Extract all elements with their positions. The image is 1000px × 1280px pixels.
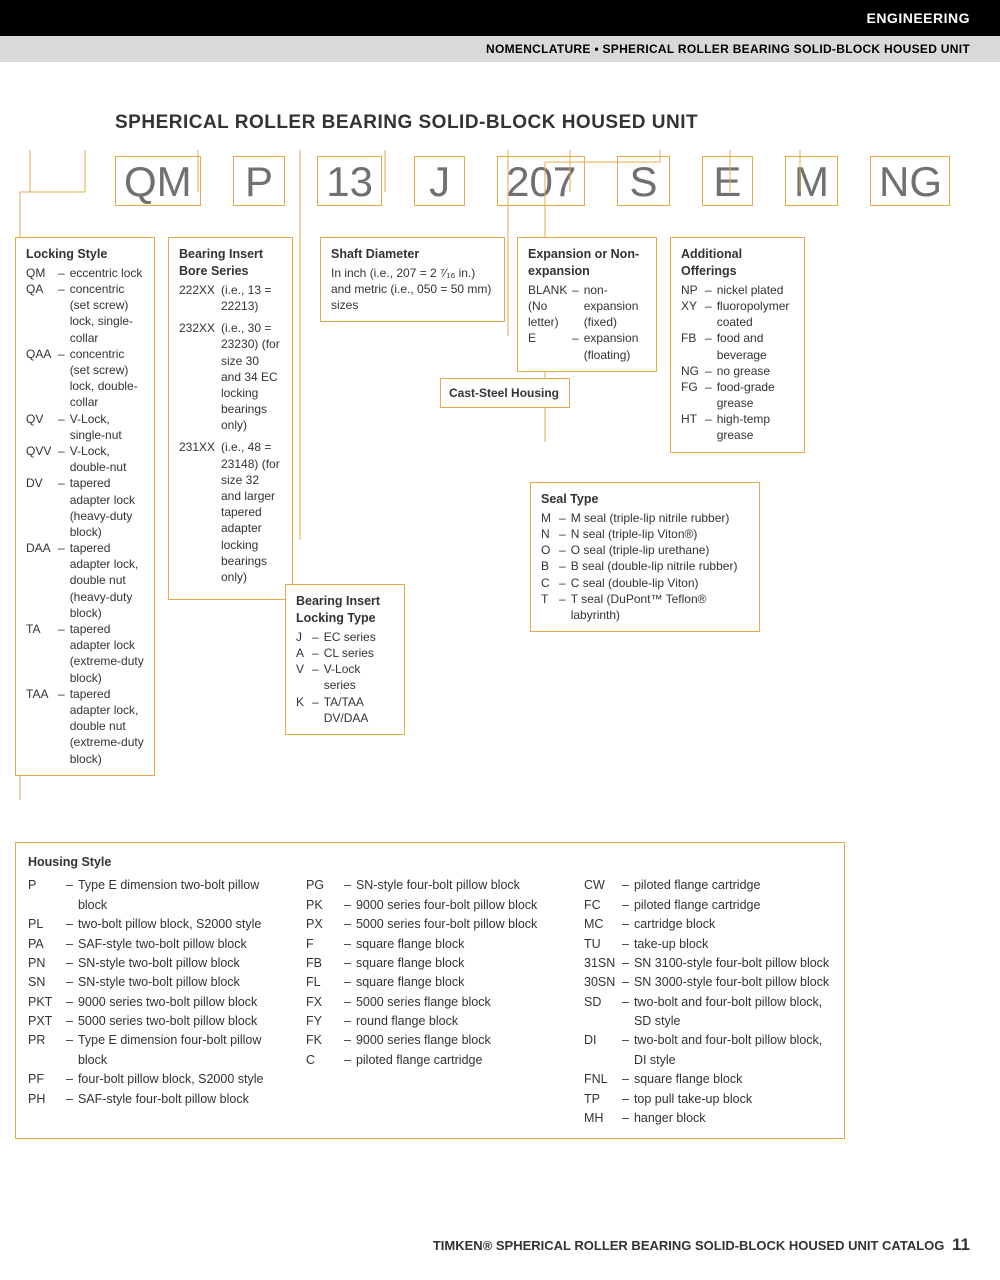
- kv-row: NG–no grease: [681, 363, 794, 379]
- housing-row: PN–SN-style two-bolt pillow block: [28, 954, 276, 973]
- housing-row: PR–Type E dimension four-bolt pillow blo…: [28, 1031, 276, 1070]
- locking-style-box: Locking Style QM–eccentric lockQA–concen…: [15, 237, 155, 776]
- kv-row: QM–eccentric lock: [26, 265, 144, 281]
- kv-row: TA–tapered adapter lock (extreme-duty bl…: [26, 621, 144, 686]
- kv-row: C–C seal (double-lip Viton): [541, 575, 749, 591]
- footer-page: 11: [952, 1235, 970, 1254]
- housing-row: PL–two-bolt pillow block, S2000 style: [28, 915, 276, 934]
- offerings-box: Additional Offerings NP–nickel platedXY–…: [670, 237, 805, 453]
- housing-row: FC–piloted flange cartridge: [584, 896, 832, 915]
- housing-row: FNL–square flange block: [584, 1070, 832, 1089]
- kv-row: QV–V-Lock, single-nut: [26, 411, 144, 443]
- kv-row: TAA–tapered adapter lock, double nut (ex…: [26, 686, 144, 767]
- footer-text: TIMKEN® SPHERICAL ROLLER BEARING SOLID-B…: [433, 1238, 945, 1253]
- kv-row: NP–nickel plated: [681, 282, 794, 298]
- housing-row: FX–5000 series flange block: [306, 993, 554, 1012]
- code-0: QM: [115, 156, 201, 206]
- housing-title: Housing Style: [28, 853, 832, 872]
- code-5: S: [617, 156, 670, 206]
- housing-row: 30SN–SN 3000-style four-bolt pillow bloc…: [584, 973, 832, 992]
- kv-row: HT–high-temp grease: [681, 411, 794, 443]
- housing-row: P–Type E dimension two-bolt pillow block: [28, 876, 276, 915]
- code-2: 13: [317, 156, 382, 206]
- kv-row: QA–concentric (set screw) lock, single-c…: [26, 281, 144, 346]
- kv-row: A–CL series: [296, 645, 394, 661]
- housing-row: PG–SN-style four-bolt pillow block: [306, 876, 554, 895]
- kv-row: 232XX(i.e., 30 = 23230) (for size 30 and…: [179, 320, 282, 433]
- housing-box: Housing Style P–Type E dimension two-bol…: [15, 842, 845, 1139]
- offerings-title: Additional Offerings: [681, 246, 794, 280]
- kv-row: M–M seal (triple-lip nitrile rubber): [541, 510, 749, 526]
- nomenclature-code: QM P 13 J 207 S E M NG: [115, 156, 950, 206]
- cast-steel-box: Cast-Steel Housing: [440, 378, 570, 408]
- housing-row: PK–9000 series four-bolt pillow block: [306, 896, 554, 915]
- shaft-desc: In inch (i.e., 207 = 2 ⁷⁄₁₆ in.) and met…: [331, 265, 494, 314]
- housing-row: FY–round flange block: [306, 1012, 554, 1031]
- kv-row: T–T seal (DuPont™ Teflon® labyrinth): [541, 591, 749, 623]
- header-black: ENGINEERING: [0, 0, 1000, 36]
- footer: TIMKEN® SPHERICAL ROLLER BEARING SOLID-B…: [433, 1235, 970, 1255]
- shaft-title: Shaft Diameter: [331, 246, 494, 263]
- code-3: J: [414, 156, 465, 206]
- kv-row: FG–food-grade grease: [681, 379, 794, 411]
- code-4: 207: [497, 156, 585, 206]
- page-title: SPHERICAL ROLLER BEARING SOLID-BLOCK HOU…: [115, 112, 950, 134]
- housing-row: F–square flange block: [306, 935, 554, 954]
- housing-row: 31SN–SN 3100-style four-bolt pillow bloc…: [584, 954, 832, 973]
- kv-row: K–TA/TAA DV/DAA: [296, 694, 394, 726]
- code-7: M: [785, 156, 838, 206]
- housing-row: FK–9000 series flange block: [306, 1031, 554, 1050]
- kv-row: FB–food and beverage: [681, 330, 794, 362]
- expansion-title: Expansion or Non-expansion: [528, 246, 646, 280]
- shaft-box: Shaft Diameter In inch (i.e., 207 = 2 ⁷⁄…: [320, 237, 505, 322]
- kv-row: N–N seal (triple-lip Viton®): [541, 526, 749, 542]
- kv-row: DV–tapered adapter lock (heavy-duty bloc…: [26, 475, 144, 540]
- seal-title: Seal Type: [541, 491, 749, 508]
- housing-row: SN–SN-style two-bolt pillow block: [28, 973, 276, 992]
- housing-row: PF–four-bolt pillow block, S2000 style: [28, 1070, 276, 1089]
- code-8: NG: [870, 156, 950, 206]
- kv-row: B–B seal (double-lip nitrile rubber): [541, 558, 749, 574]
- kv-row: DAA–tapered adapter lock, double nut (he…: [26, 540, 144, 621]
- kv-row: QVV–V-Lock, double-nut: [26, 443, 144, 475]
- housing-row: PKT–9000 series two-bolt pillow block: [28, 993, 276, 1012]
- kv-row: 231XX(i.e., 48 = 23148) (for size 32 and…: [179, 439, 282, 585]
- bore-series-box: Bearing Insert Bore Series 222XX(i.e., 1…: [168, 237, 293, 600]
- housing-row: TP–top pull take-up block: [584, 1090, 832, 1109]
- housing-row: PA–SAF-style two-bolt pillow block: [28, 935, 276, 954]
- code-1: P: [233, 156, 286, 206]
- kv-row: 222XX(i.e., 13 = 22213): [179, 282, 282, 314]
- header-gray: NOMENCLATURE • SPHERICAL ROLLER BEARING …: [0, 36, 1000, 62]
- kv-row: XY–fluoropolymer coated: [681, 298, 794, 330]
- locking-type-box: Bearing Insert Locking Type J–EC seriesA…: [285, 584, 405, 735]
- housing-row: PXT–5000 series two-bolt pillow block: [28, 1012, 276, 1031]
- housing-row: C–piloted flange cartridge: [306, 1051, 554, 1070]
- kv-row: O–O seal (triple-lip urethane): [541, 542, 749, 558]
- housing-row: PX–5000 series four-bolt pillow block: [306, 915, 554, 934]
- housing-row: FL–square flange block: [306, 973, 554, 992]
- housing-row: CW–piloted flange cartridge: [584, 876, 832, 895]
- housing-row: SD–two-bolt and four-bolt pillow block, …: [584, 993, 832, 1032]
- seal-box: Seal Type M–M seal (triple-lip nitrile r…: [530, 482, 760, 632]
- expansion-box: Expansion or Non-expansion BLANK(Nolette…: [517, 237, 657, 372]
- housing-row: TU–take-up block: [584, 935, 832, 954]
- housing-row: DI–two-bolt and four-bolt pillow block, …: [584, 1031, 832, 1070]
- kv-row: V–V-Lock series: [296, 661, 394, 693]
- bore-series-title: Bearing Insert Bore Series: [179, 246, 282, 280]
- locking-type-title: Bearing Insert Locking Type: [296, 593, 394, 627]
- housing-row: FB–square flange block: [306, 954, 554, 973]
- kv-row: J–EC series: [296, 629, 394, 645]
- housing-row: PH–SAF-style four-bolt pillow block: [28, 1090, 276, 1109]
- code-6: E: [702, 156, 753, 206]
- housing-row: MC–cartridge block: [584, 915, 832, 934]
- housing-row: MH–hanger block: [584, 1109, 832, 1128]
- page-body: SPHERICAL ROLLER BEARING SOLID-BLOCK HOU…: [0, 62, 1000, 206]
- locking-style-title: Locking Style: [26, 246, 144, 263]
- kv-row: QAA–concentric (set screw) lock, double-…: [26, 346, 144, 411]
